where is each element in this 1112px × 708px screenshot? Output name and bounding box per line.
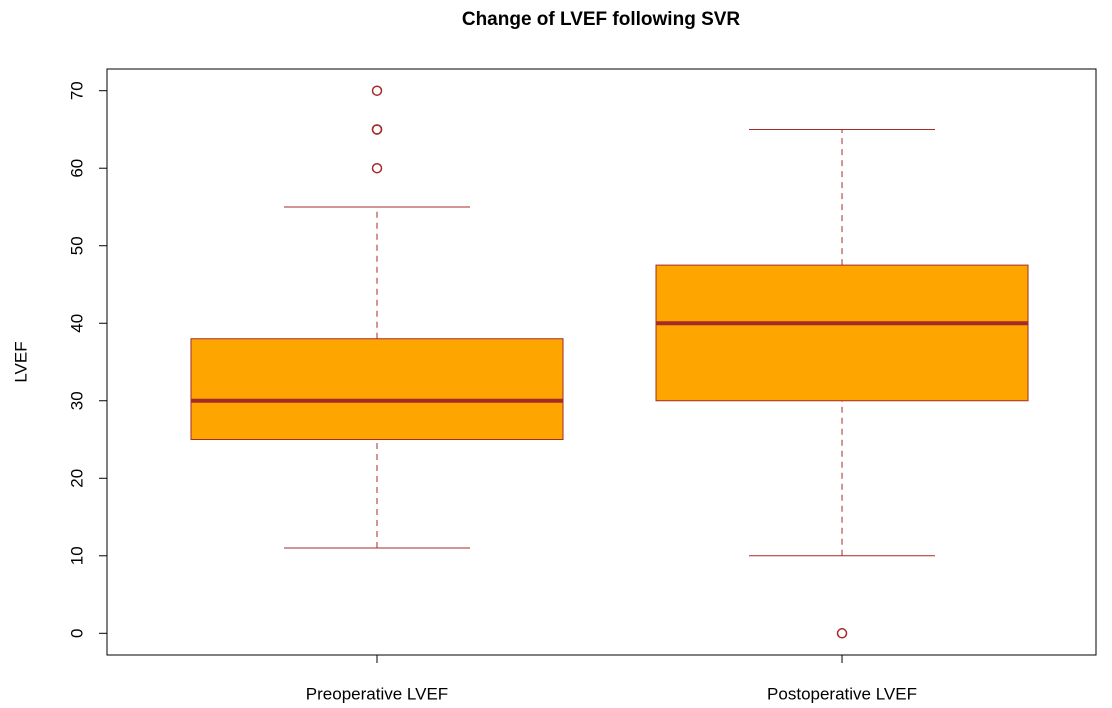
x-tick-label: Preoperative LVEF — [306, 684, 448, 703]
y-tick-label: 10 — [67, 546, 86, 565]
y-tick-label: 40 — [67, 314, 86, 333]
y-tick-label: 70 — [67, 81, 86, 100]
box — [190, 338, 564, 441]
plot-frame — [106, 68, 1097, 656]
y-axis-label: LVEF — [11, 341, 30, 382]
y-tick-label: 60 — [67, 159, 86, 178]
y-tick-label: 30 — [67, 391, 86, 410]
outlier — [836, 628, 848, 639]
outlier — [371, 124, 383, 135]
y-tick-label: 0 — [67, 629, 86, 638]
outlier — [371, 162, 383, 174]
y-tick-label: 20 — [67, 469, 86, 488]
y-tick-label: 50 — [67, 236, 86, 255]
chart-title: Change of LVEF following SVR — [462, 9, 741, 30]
outlier — [371, 85, 383, 96]
x-tick-label: Postoperative LVEF — [767, 684, 917, 703]
box — [655, 264, 1029, 402]
